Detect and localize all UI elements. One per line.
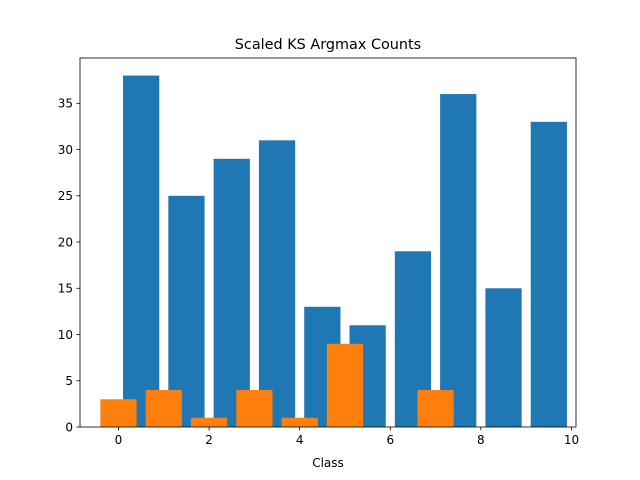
bar-series-1-7 xyxy=(440,94,477,427)
y-tick-label: 20 xyxy=(58,235,73,249)
x-axis-title: Class xyxy=(312,456,344,470)
bar-series-2-2 xyxy=(190,417,228,427)
x-tick-label: 2 xyxy=(205,433,213,447)
bar-series-1-1 xyxy=(168,195,205,427)
x-tick-label: 4 xyxy=(296,433,304,447)
y-tick-label: 25 xyxy=(58,189,73,203)
bars-layer xyxy=(100,75,567,428)
y-tick-label: 15 xyxy=(58,282,73,296)
x-tick-label: 6 xyxy=(386,433,394,447)
bar-series-1-3 xyxy=(258,140,296,427)
bar-series-2-1 xyxy=(145,390,182,427)
x-tick-label: 10 xyxy=(564,433,579,447)
y-tick-label: 0 xyxy=(65,420,73,434)
bar-series-2-5 xyxy=(326,343,364,427)
bar-series-1-9 xyxy=(530,121,567,428)
bar-series-1-8 xyxy=(485,288,522,427)
axes-layer: 0 2 4 6 8 10 0 5 10 15 20 25 30 35 xyxy=(58,57,579,447)
bar-series-2-0 xyxy=(100,399,137,427)
plot-frame xyxy=(79,57,577,428)
x-tick-label: 8 xyxy=(477,433,485,447)
y-tick-label: 5 xyxy=(65,374,73,388)
chart-title: Scaled KS Argmax Counts xyxy=(235,37,421,53)
bar-series-2-4 xyxy=(281,417,318,427)
y-tick-label: 35 xyxy=(58,97,73,111)
y-tick-label: 30 xyxy=(58,143,73,157)
bar-series-2-6 xyxy=(417,390,454,427)
x-tick-label: 0 xyxy=(115,433,123,447)
bar-series-1-0 xyxy=(123,75,160,428)
bar-series-1-2 xyxy=(213,158,250,427)
y-tick-label: 10 xyxy=(58,328,73,342)
bar-series-2-3 xyxy=(236,390,273,427)
